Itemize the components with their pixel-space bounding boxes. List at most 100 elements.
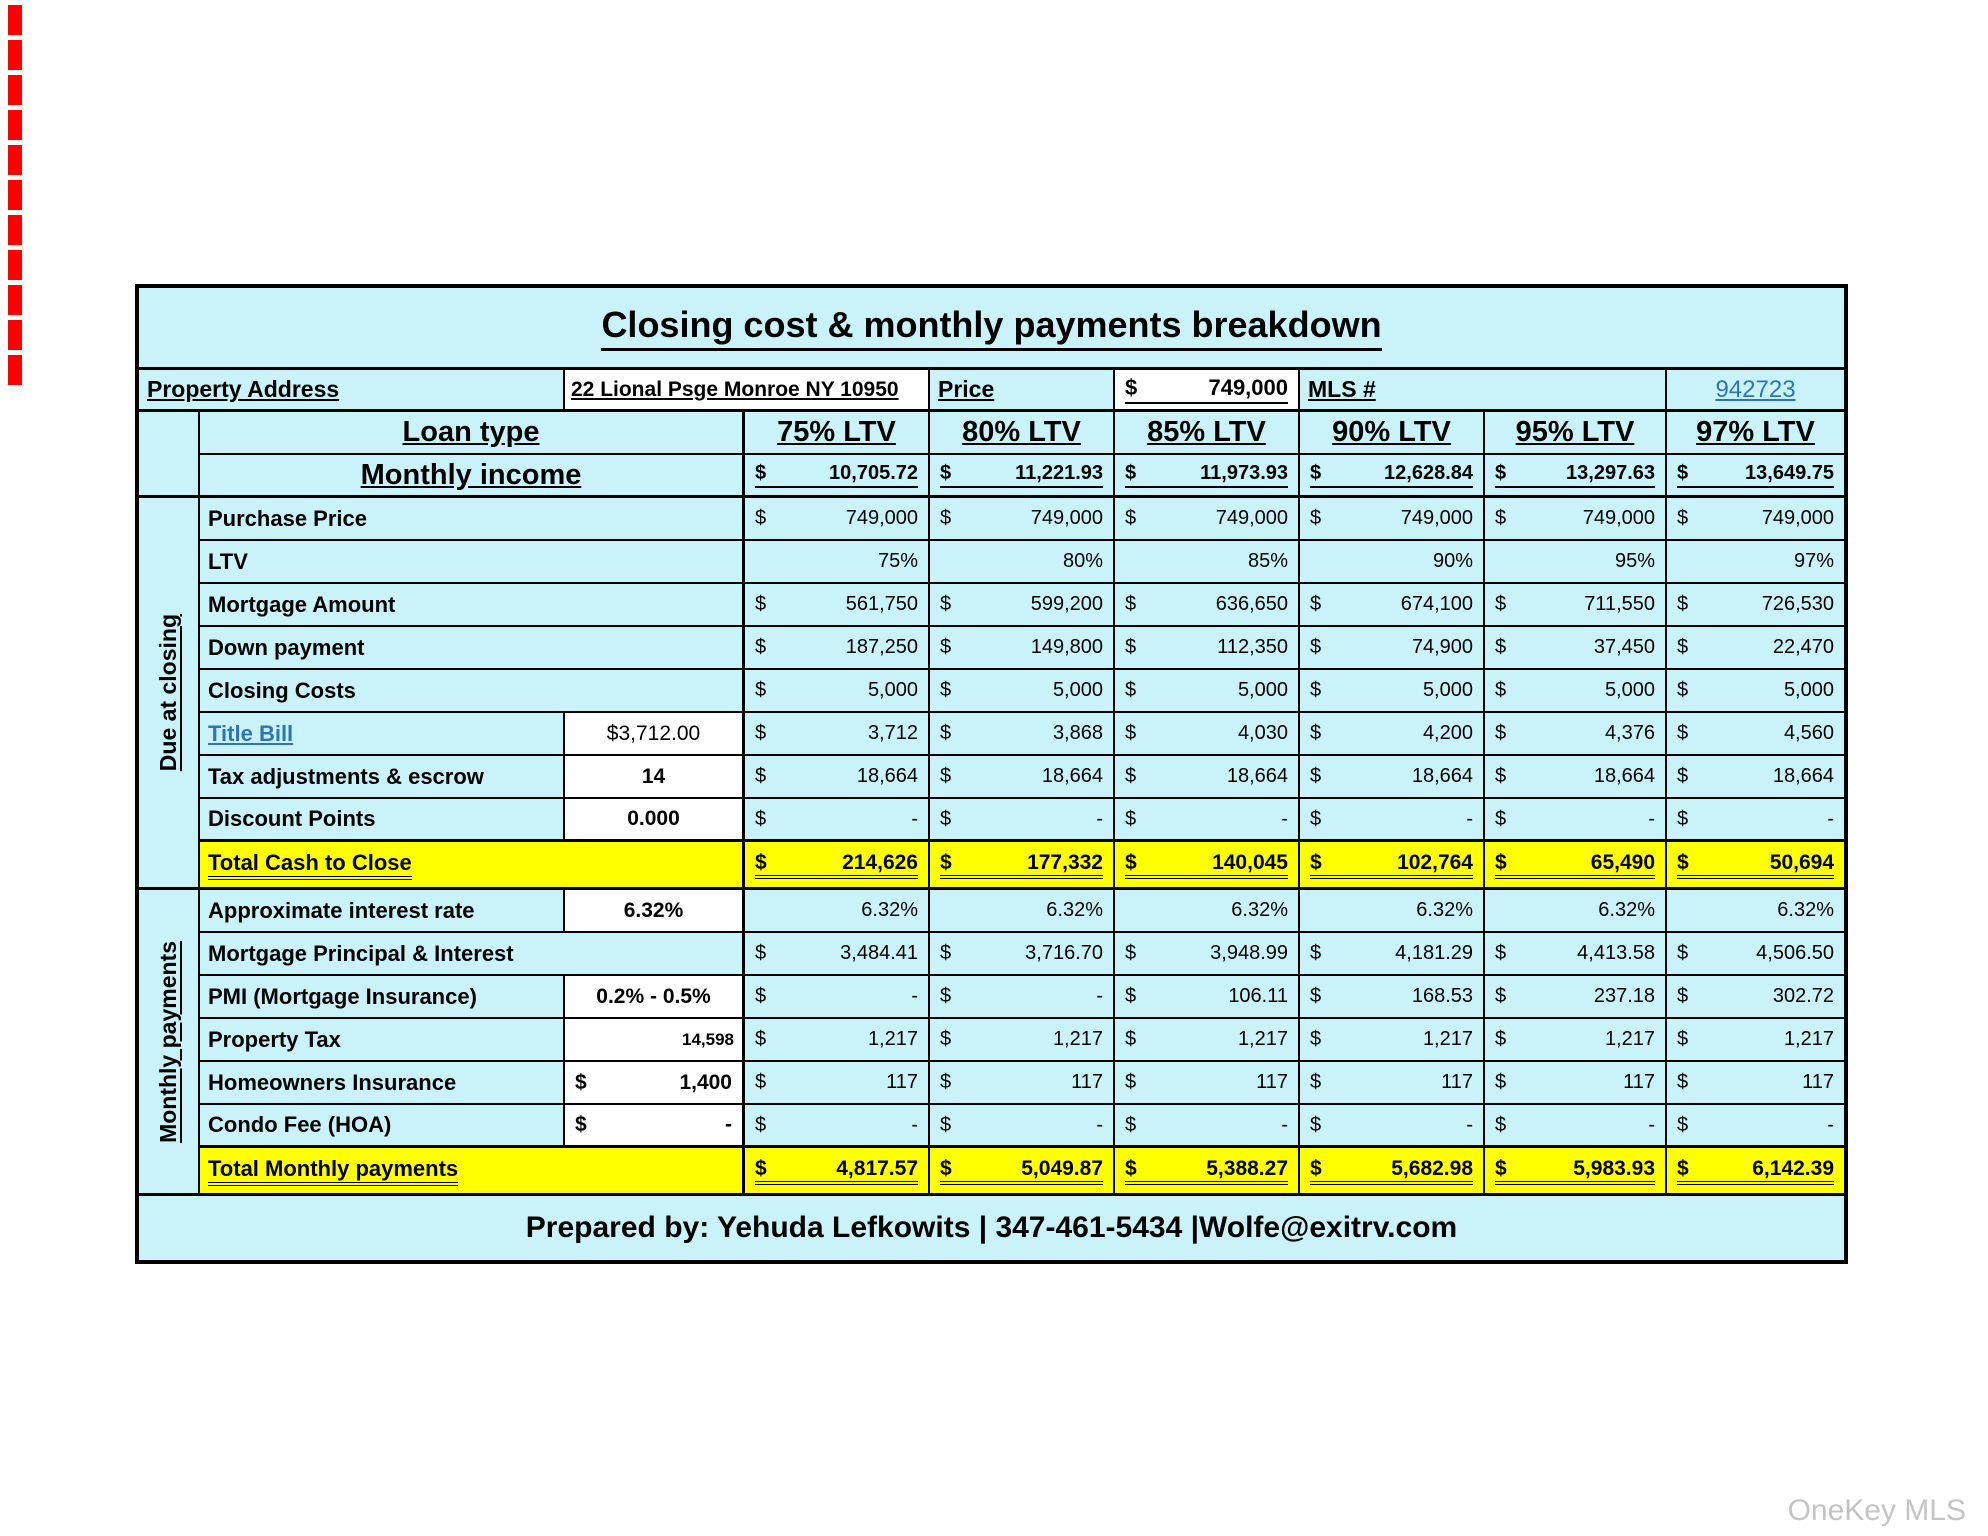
condo-fee-hoa-value-95: $ - xyxy=(1485,1105,1667,1148)
prepared-by-text: Prepared by: Yehuda Lefkowits | 347-461-… xyxy=(525,1211,1458,1244)
input-approximate-interest-rate[interactable]: 6.32% xyxy=(565,890,745,933)
input-tax-adjustments-escrow[interactable]: 14 xyxy=(565,756,745,799)
property-tax-value-85: $1,217 xyxy=(1115,1019,1300,1062)
mortgage-amount-value-75: $561,750 xyxy=(745,584,930,627)
total-monthly-payments-value-97: $6,142.39 xyxy=(1667,1148,1844,1196)
row-label-text-discount-points: Discount Points xyxy=(208,806,376,831)
input-property-tax[interactable]: 14,598 xyxy=(565,1019,745,1062)
property-address-value: 22 Lional Psge Monroe NY 10950 xyxy=(571,377,899,401)
approximate-interest-rate-value-95: 6.32% xyxy=(1485,890,1667,933)
down-payment-value-97: $22,470 xyxy=(1667,627,1844,670)
monthly-income-label-cell: Monthly income xyxy=(200,455,745,498)
breakdown-table: Closing cost & monthly payments breakdow… xyxy=(135,284,1848,1264)
mortgage-principal-interest-value-85: $3,948.99 xyxy=(1115,933,1300,976)
homeowners-insurance-value-95: $117 xyxy=(1485,1062,1667,1105)
closing-costs-value-75: $5,000 xyxy=(745,670,930,713)
closing-costs-value-90: $5,000 xyxy=(1300,670,1485,713)
mortgage-principal-interest-value-90: $4,181.29 xyxy=(1300,933,1485,976)
property-tax-value-97: $1,217 xyxy=(1667,1019,1844,1062)
total-monthly-payments-value-80: $5,049.87 xyxy=(930,1148,1115,1196)
tax-adjustments-escrow-value-75: $18,664 xyxy=(745,756,930,799)
homeowners-insurance-value-97: $117 xyxy=(1667,1062,1844,1105)
input-condo-fee-hoa[interactable]: $ - xyxy=(565,1105,745,1148)
row-label-pmi-mortgage-insurance: PMI (Mortgage Insurance) xyxy=(200,976,565,1019)
row-label-mortgage-principal-interest: Mortgage Principal & Interest xyxy=(200,933,745,976)
input-title-bill[interactable]: $3,712.00 xyxy=(565,713,745,756)
closing-costs-value-97: $5,000 xyxy=(1667,670,1844,713)
price-label: Price xyxy=(938,376,995,402)
input-homeowners-insurance[interactable]: $1,400 xyxy=(565,1062,745,1105)
ltv-value-85: 85% xyxy=(1115,541,1300,584)
row-label-tax-adjustments-escrow: Tax adjustments & escrow xyxy=(200,756,565,799)
property-address-label-cell: Property Address xyxy=(139,370,565,412)
discount-points-value-75: $ - xyxy=(745,799,930,842)
ltv-column-header-95: 95% LTV xyxy=(1485,412,1667,455)
row-label-ltv: LTV xyxy=(200,541,745,584)
title-bill-value-97: $4,560 xyxy=(1667,713,1844,756)
purchase-price-value-85: $749,000 xyxy=(1115,498,1300,541)
title-bill-value-80: $3,868 xyxy=(930,713,1115,756)
dollar-sign: $ xyxy=(1125,375,1138,400)
condo-fee-hoa-value-85: $ - xyxy=(1115,1105,1300,1148)
input-pmi-mortgage-insurance[interactable]: 0.2% - 0.5% xyxy=(565,976,745,1019)
title-bill-value-85: $4,030 xyxy=(1115,713,1300,756)
mortgage-principal-interest-value-95: $4,413.58 xyxy=(1485,933,1667,976)
mortgage-principal-interest-value-97: $4,506.50 xyxy=(1667,933,1844,976)
row-label-text-purchase-price: Purchase Price xyxy=(208,505,367,531)
row-label-homeowners-insurance: Homeowners Insurance xyxy=(200,1062,565,1105)
tax-adjustments-escrow-value-95: $18,664 xyxy=(1485,756,1667,799)
homeowners-insurance-value-90: $117 xyxy=(1300,1062,1485,1105)
purchase-price-value-80: $749,000 xyxy=(930,498,1115,541)
mortgage-amount-value-80: $599,200 xyxy=(930,584,1115,627)
approximate-interest-rate-value-80: 6.32% xyxy=(930,890,1115,933)
total-cash-to-close-value-97: $50,694 xyxy=(1667,842,1844,890)
ltv-column-header-75: 75% LTV xyxy=(745,412,930,455)
row-label-text-mortgage-principal-interest: Mortgage Principal & Interest xyxy=(208,940,514,966)
approximate-interest-rate-value-75: 6.32% xyxy=(745,890,930,933)
loan-type-label-cell: Loan type xyxy=(200,412,745,455)
price-value-cell[interactable]: $ 749,000 xyxy=(1115,370,1300,412)
monthly-income-label: Monthly income xyxy=(360,458,582,491)
monthly-income-value-80: $11,221.93 xyxy=(930,455,1115,498)
input-discount-points[interactable]: 0.000 xyxy=(565,799,745,842)
property-address-label: Property Address xyxy=(147,376,340,402)
pmi-mortgage-insurance-value-95: $237.18 xyxy=(1485,976,1667,1019)
page-title: Closing cost & monthly payments breakdow… xyxy=(601,304,1382,351)
down-payment-value-95: $37,450 xyxy=(1485,627,1667,670)
homeowners-insurance-value-80: $117 xyxy=(930,1062,1115,1105)
discount-points-value-85: $ - xyxy=(1115,799,1300,842)
purchase-price-value-90: $749,000 xyxy=(1300,498,1485,541)
down-payment-value-90: $74,900 xyxy=(1300,627,1485,670)
row-label-text-ltv: LTV xyxy=(208,548,248,574)
ltv-column-header-97: 97% LTV xyxy=(1667,412,1844,455)
row-label-title-bill: Title Bill xyxy=(200,713,565,756)
purchase-price-value-75: $749,000 xyxy=(745,498,930,541)
discount-points-value-97: $ - xyxy=(1667,799,1844,842)
row-label-down-payment: Down payment xyxy=(200,627,745,670)
condo-fee-hoa-value-97: $ - xyxy=(1667,1105,1844,1148)
discount-points-value-95: $ - xyxy=(1485,799,1667,842)
pmi-mortgage-insurance-value-80: $ - xyxy=(930,976,1115,1019)
closing-costs-value-95: $5,000 xyxy=(1485,670,1667,713)
ltv-value-80: 80% xyxy=(930,541,1115,584)
property-tax-value-90: $1,217 xyxy=(1300,1019,1485,1062)
mortgage-principal-interest-value-80: $3,716.70 xyxy=(930,933,1115,976)
mortgage-amount-value-85: $636,650 xyxy=(1115,584,1300,627)
row-label-text-property-tax: Property Tax xyxy=(208,1026,341,1052)
purchase-price-value-95: $749,000 xyxy=(1485,498,1667,541)
mortgage-amount-value-95: $711,550 xyxy=(1485,584,1667,627)
closing-costs-value-80: $5,000 xyxy=(930,670,1115,713)
property-address-value-cell[interactable]: 22 Lional Psge Monroe NY 10950 xyxy=(565,370,930,412)
ltv-value-75: 75% xyxy=(745,541,930,584)
row-label-text-closing-costs: Closing Costs xyxy=(208,677,356,703)
title-bill-link[interactable]: Title Bill xyxy=(208,720,294,746)
mls-number-link[interactable]: 942723 xyxy=(1715,375,1796,403)
tax-adjustments-escrow-value-85: $18,664 xyxy=(1115,756,1300,799)
row-label-discount-points: Discount Points xyxy=(200,799,565,842)
ltv-value-90: 90% xyxy=(1300,541,1485,584)
row-label-text-condo-fee-hoa: Condo Fee (HOA) xyxy=(208,1112,392,1137)
pmi-mortgage-insurance-value-85: $106.11 xyxy=(1115,976,1300,1019)
ltv-column-header-90: 90% LTV xyxy=(1300,412,1485,455)
total-cash-to-close-value-85: $140,045 xyxy=(1115,842,1300,890)
loan-type-label: Loan type xyxy=(402,416,540,448)
